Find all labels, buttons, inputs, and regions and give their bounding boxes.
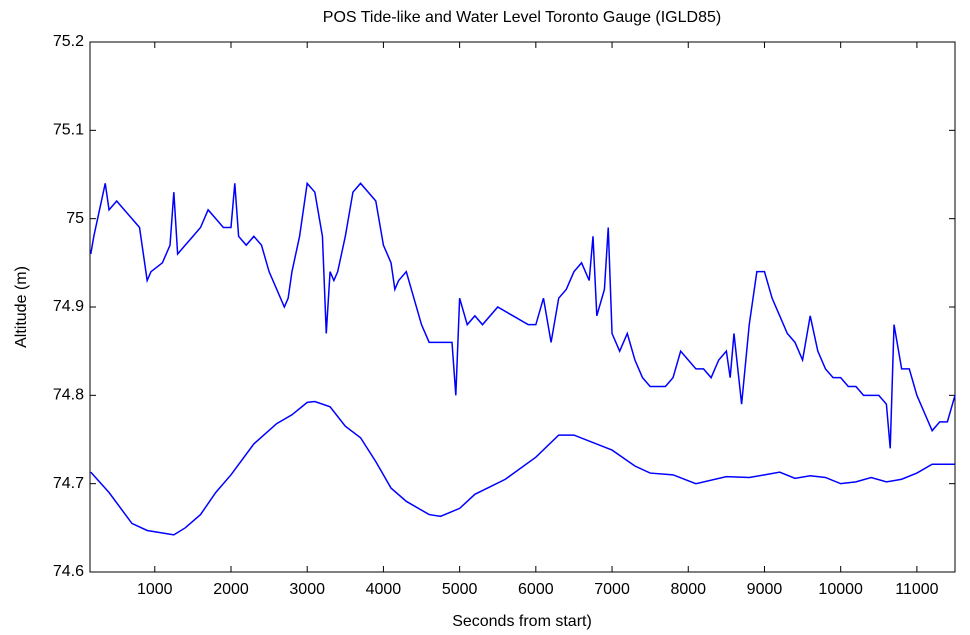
y-axis-label: Altitude (m) (13, 266, 30, 348)
y-tick-label: 75.1 (53, 122, 84, 139)
x-tick-label: 3000 (289, 581, 325, 598)
x-tick-label: 2000 (213, 581, 249, 598)
x-axis-label: Seconds from start) (452, 613, 592, 630)
x-tick-label: 9000 (747, 581, 783, 598)
y-tick-label: 74.9 (53, 298, 84, 315)
y-tick-label: 74.7 (53, 475, 84, 492)
y-tick-label: 75 (66, 210, 84, 227)
data-line (90, 181, 956, 449)
y-tick-label: 75.2 (53, 33, 84, 50)
x-tick-label: 6000 (518, 581, 554, 598)
x-tick-label: 5000 (442, 581, 478, 598)
x-tick-label: 11000 (895, 581, 938, 598)
x-tick-label: 10000 (818, 581, 863, 598)
plot-frame (89, 41, 956, 573)
y-tick-label: 74.6 (53, 563, 84, 580)
data-line (90, 400, 955, 536)
x-tick-label: 7000 (594, 581, 630, 598)
x-tick-label: 1000 (137, 581, 173, 598)
x-tick-label: 8000 (670, 581, 706, 598)
chart-title: POS Tide-like and Water Level Toronto Ga… (323, 9, 721, 26)
x-tick-label: 4000 (366, 581, 402, 598)
y-tick-label: 74.8 (53, 387, 84, 404)
